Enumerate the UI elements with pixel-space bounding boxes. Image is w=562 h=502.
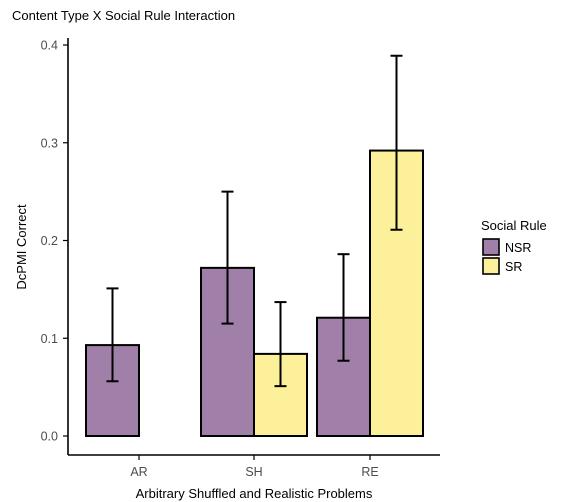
x-tick-label: AR	[130, 465, 147, 479]
x-tick-label: RE	[361, 465, 378, 479]
legend-label-nsr: NSR	[505, 241, 531, 255]
x-tick-label: SH	[245, 465, 262, 479]
y-tick-label: 0.3	[41, 136, 58, 150]
y-axis-ticks: 0.0 0.1 0.2 0.3 0.4	[41, 39, 68, 444]
plot-area	[86, 56, 423, 436]
chart-title: Content Type X Social Rule Interaction	[12, 8, 235, 23]
legend-label-sr: SR	[505, 260, 522, 274]
x-axis-label: Arbitrary Shuffled and Realistic Problem…	[136, 486, 373, 501]
x-axis-ticks: AR SH RE	[130, 455, 378, 479]
legend-key-nsr	[483, 239, 499, 255]
y-tick-label: 0.4	[41, 39, 58, 53]
y-tick-label: 0.0	[41, 430, 58, 444]
y-tick-label: 0.1	[41, 332, 58, 346]
y-tick-label: 0.2	[41, 234, 58, 248]
y-axis-label: DcPMI Correct	[14, 204, 29, 290]
legend-key-sr	[483, 258, 499, 274]
legend-title: Social Rule	[481, 218, 547, 233]
legend: Social Rule NSR SR	[481, 218, 547, 274]
